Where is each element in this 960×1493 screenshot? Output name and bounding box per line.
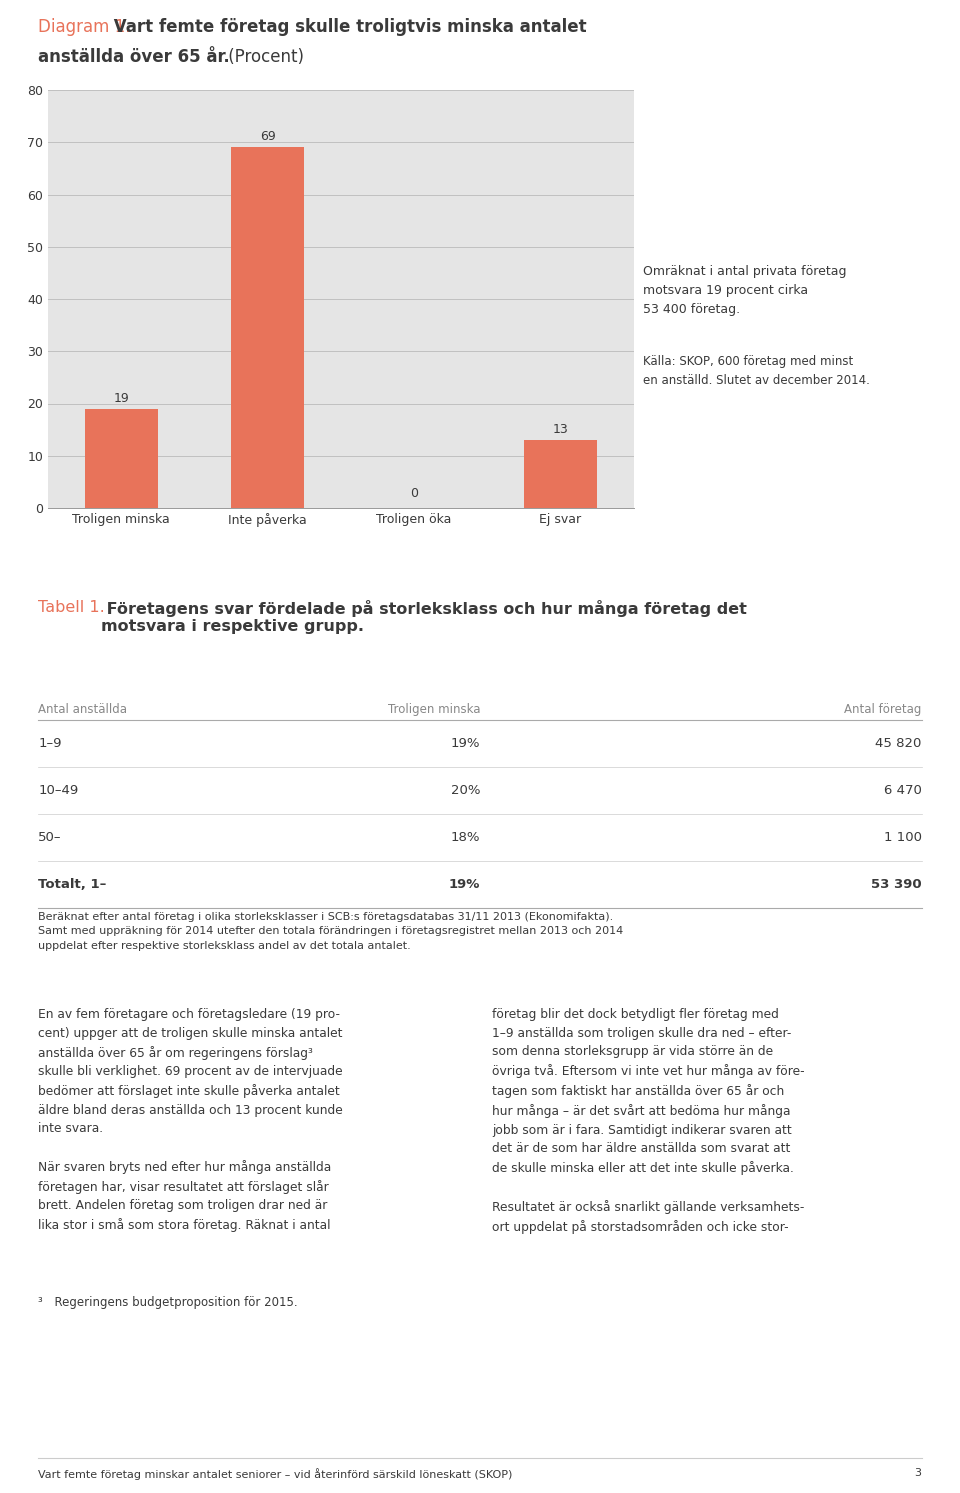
Text: ³ Regeringens budgetproposition för 2015.: ³ Regeringens budgetproposition för 2015… [38,1296,298,1309]
Bar [84,409,157,508]
Text: 69: 69 [260,130,276,143]
Text: Beräknat efter antal företag i olika storleksklasser i SCB:s företagsdatabas 31/: Beräknat efter antal företag i olika sto… [38,912,624,951]
Text: 0: 0 [410,487,418,500]
Text: Diagram 1.: Diagram 1. [38,18,131,36]
Text: 1 100: 1 100 [883,832,922,844]
Text: 3: 3 [915,1468,922,1478]
Text: Företagens svar fördelade på storleksklass och hur många företag det
motsvara i : Företagens svar fördelade på storlekskla… [101,600,747,635]
Bar [231,148,304,508]
Text: Omräknat i antal privata företag
motsvara 19 procent cirka
53 400 företag.: Omräknat i antal privata företag motsvar… [643,264,847,317]
Bar [524,440,597,508]
Text: anställda över 65 år.: anställda över 65 år. [38,48,230,66]
Text: Källa: SKOP, 600 företag med minst
en anställd. Slutet av december 2014.: Källa: SKOP, 600 företag med minst en an… [643,355,870,387]
Text: 13: 13 [553,423,568,436]
Text: Troligen minska: Troligen minska [388,703,480,717]
Text: Totalt, 1–: Totalt, 1– [38,878,107,891]
Text: 19: 19 [113,391,129,405]
Text: 20%: 20% [450,784,480,797]
Text: företag blir det dock betydligt fler företag med
1–9 anställda som troligen skul: företag blir det dock betydligt fler för… [492,1008,804,1233]
Text: 1–9: 1–9 [38,738,61,749]
Text: Tabell 1.: Tabell 1. [38,600,106,615]
Text: 19%: 19% [448,878,480,891]
Text: 6 470: 6 470 [884,784,922,797]
Text: Vart femte företag minskar antalet seniorer – vid återinförd särskild löneskatt : Vart femte företag minskar antalet senio… [38,1468,513,1480]
Text: Antal företag: Antal företag [844,703,922,717]
Text: 53 390: 53 390 [871,878,922,891]
Text: 45 820: 45 820 [876,738,922,749]
Text: Vart femte företag skulle troligtvis minska antalet: Vart femte företag skulle troligtvis min… [108,18,588,36]
Text: 19%: 19% [450,738,480,749]
Text: (Procent): (Procent) [223,48,303,66]
Text: 10–49: 10–49 [38,784,79,797]
Text: 50–: 50– [38,832,61,844]
Text: 18%: 18% [450,832,480,844]
Text: En av fem företagare och företagsledare (19 pro-
cent) uppger att de troligen sk: En av fem företagare och företagsledare … [38,1008,343,1232]
Text: Antal anställda: Antal anställda [38,703,128,717]
